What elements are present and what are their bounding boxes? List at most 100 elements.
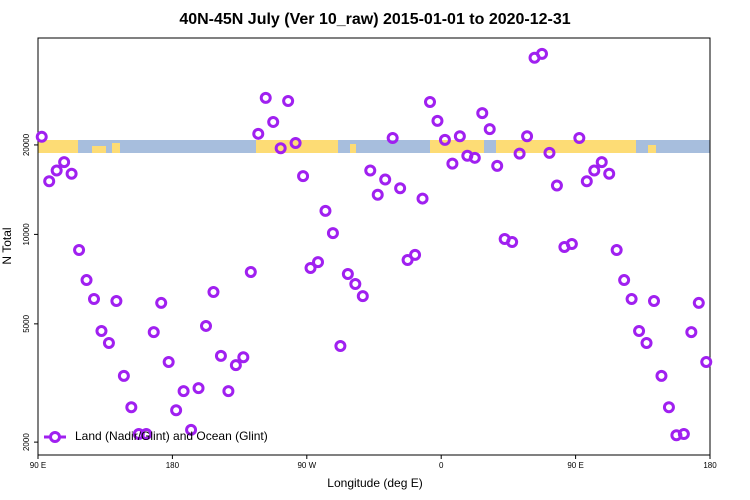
data-point	[483, 123, 496, 136]
y-tick-label: 20000	[22, 133, 31, 156]
data-point	[102, 337, 115, 350]
data-point	[117, 369, 130, 382]
data-point	[580, 175, 593, 188]
data-point	[476, 107, 489, 120]
x-tick-label: 90 E	[567, 461, 583, 470]
data-point	[640, 337, 653, 350]
data-point	[685, 326, 698, 339]
data-point	[603, 167, 616, 180]
data-point	[110, 294, 123, 307]
data-point	[200, 319, 212, 332]
legend-marker	[49, 431, 61, 443]
data-point	[341, 267, 354, 280]
data-point	[677, 427, 690, 440]
data-point	[274, 142, 287, 155]
data-point	[386, 132, 399, 145]
data-point	[50, 164, 63, 177]
data-point	[289, 137, 302, 150]
data-point	[334, 340, 347, 353]
data-point	[633, 325, 646, 338]
data-point	[521, 130, 534, 143]
data-point	[282, 95, 295, 108]
x-tick-label: 90 E	[30, 461, 46, 470]
land-strip	[38, 140, 78, 153]
data-point	[252, 127, 265, 140]
data-point	[312, 256, 324, 269]
data-point	[35, 130, 48, 143]
data-point	[326, 227, 339, 240]
data-point	[155, 296, 168, 309]
data-point	[371, 188, 384, 201]
x-tick-label: 0	[439, 461, 444, 470]
chart-title: 40N-45N July (Ver 10_raw) 2015-01-01 to …	[179, 11, 570, 28]
data-point	[297, 170, 310, 183]
data-point	[424, 95, 436, 108]
data-point	[229, 359, 242, 372]
data-point	[73, 244, 86, 257]
data-point	[595, 156, 608, 169]
land-strip	[92, 146, 106, 153]
data-point	[692, 296, 705, 309]
data-point	[356, 290, 369, 303]
data-point	[162, 356, 175, 369]
data-point	[170, 404, 183, 417]
data-point	[80, 274, 93, 287]
data-point	[506, 235, 519, 248]
data-point	[237, 351, 250, 364]
data-point	[364, 164, 377, 177]
data-point	[648, 294, 660, 307]
data-point	[565, 238, 578, 251]
data-point	[177, 385, 190, 398]
data-point	[319, 204, 332, 217]
data-point	[58, 156, 71, 169]
data-point	[536, 47, 548, 60]
data-point	[543, 146, 556, 159]
x-tick-label: 180	[166, 461, 180, 470]
data-point	[125, 401, 138, 414]
data-point	[214, 349, 227, 362]
data-point	[573, 132, 586, 145]
plot-frame	[37, 37, 711, 456]
data-point	[588, 164, 601, 177]
land-strip	[350, 144, 356, 153]
data-point	[132, 427, 145, 440]
legend-label: Land (Nadir/Glint) and Ocean (Glint)	[75, 429, 268, 443]
land-strip	[496, 140, 636, 153]
data-point	[222, 385, 235, 398]
data-point	[88, 293, 100, 306]
land-strip	[648, 145, 656, 153]
land-strip	[430, 140, 484, 153]
data-point	[618, 274, 631, 287]
data-point	[349, 277, 362, 290]
data-point	[244, 266, 257, 279]
y-axis-label: N Total	[0, 227, 14, 264]
data-point	[259, 91, 272, 104]
data-point	[453, 130, 466, 143]
data-point	[192, 382, 205, 395]
data-point	[431, 114, 444, 127]
data-point	[207, 285, 220, 298]
data-point	[43, 175, 56, 188]
x-tick-label: 180	[703, 461, 717, 470]
data-point	[185, 423, 198, 436]
y-tick-label: 5000	[22, 314, 31, 332]
data-point	[416, 192, 429, 205]
data-point	[446, 157, 459, 170]
data-point	[379, 173, 392, 186]
y-tick-label: 2000	[22, 433, 31, 451]
data-point	[700, 356, 713, 369]
data-point	[147, 326, 160, 339]
data-point	[409, 248, 422, 261]
data-point	[655, 369, 668, 382]
data-point	[95, 325, 108, 338]
land-strip	[112, 143, 120, 153]
data-point	[662, 401, 675, 414]
data-point	[140, 427, 153, 440]
y-tick-label: 10000	[22, 223, 31, 246]
x-axis-label: Longitude (deg E)	[327, 476, 422, 490]
data-point	[625, 293, 638, 306]
data-point	[468, 151, 481, 164]
data-point	[550, 179, 563, 192]
